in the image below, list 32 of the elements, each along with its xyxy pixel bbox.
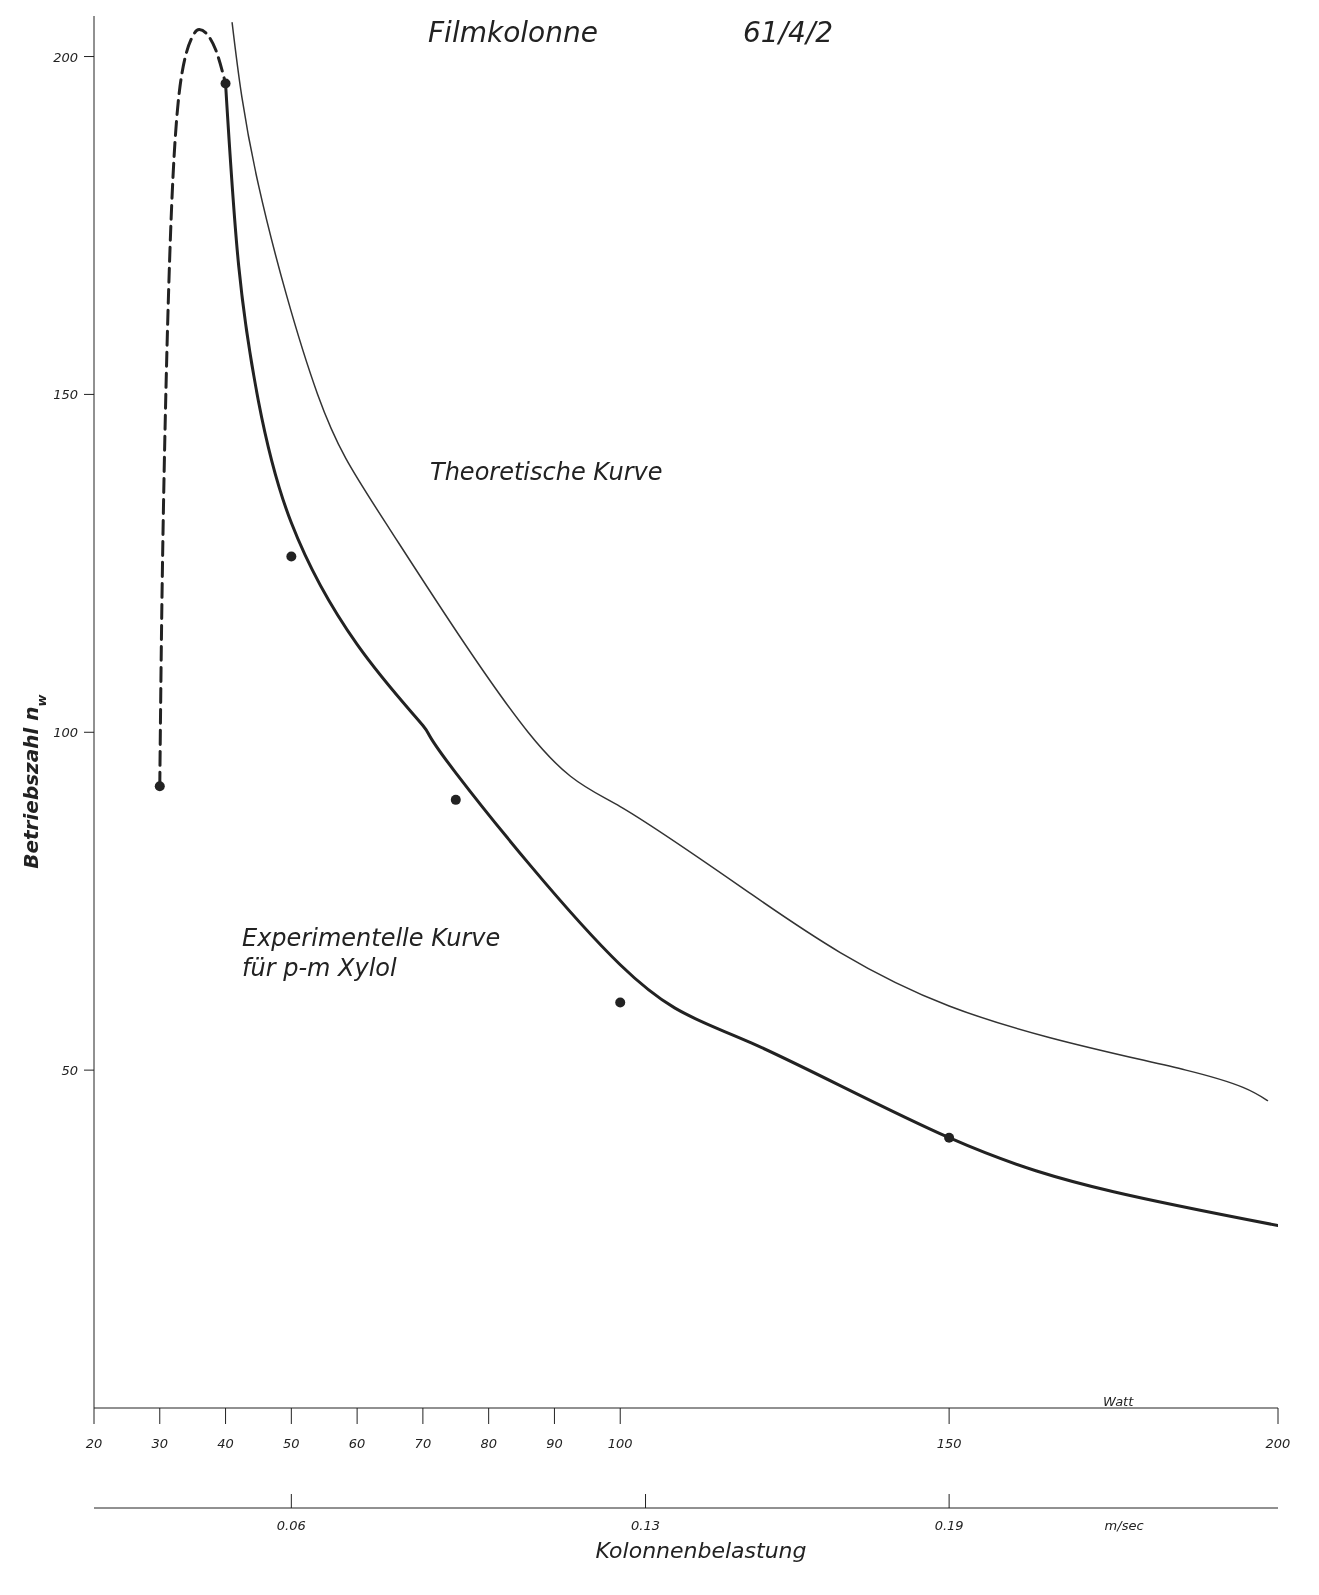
- x-tick-label: 200: [1265, 1436, 1291, 1451]
- point: [615, 997, 626, 1008]
- y-tick-label: 50: [61, 1063, 78, 1079]
- point: [286, 551, 297, 562]
- chart-subtitle: 61/4/2: [743, 16, 834, 49]
- annotation: Watt: [1103, 1394, 1135, 1409]
- x-tick-label: 40: [217, 1436, 234, 1451]
- x-tick-label: 50: [283, 1436, 300, 1451]
- point: [220, 78, 231, 89]
- point: [450, 794, 461, 805]
- x-tick-label: 80: [480, 1436, 497, 1451]
- x2-tick-label: 0.06: [276, 1518, 306, 1533]
- point: [154, 781, 165, 792]
- y-tick-label: 200: [53, 49, 78, 65]
- x-tick-label: 100: [607, 1436, 633, 1451]
- y-tick-label: 150: [53, 387, 78, 403]
- x-tick-label: 150: [936, 1436, 962, 1451]
- x-tick-label: 20: [85, 1436, 103, 1451]
- x-tick-label: 70: [414, 1436, 432, 1451]
- x-tick-label: 60: [348, 1436, 366, 1451]
- line-series: [231, 22, 1269, 1102]
- annotation: Theoretische Kurve: [430, 458, 663, 486]
- x2-tick-label: 0.13: [631, 1518, 660, 1533]
- x-tick-label: 30: [151, 1436, 169, 1451]
- x-axis-title: Kolonnenbelastung: [594, 1538, 808, 1563]
- x-tick-label: 90: [546, 1436, 563, 1451]
- chart-title: Filmkolonne: [428, 16, 598, 49]
- point: [944, 1132, 955, 1143]
- annotation: Experimentelle Kurve für p-m Xylol: [242, 924, 501, 982]
- x2-tick-label: 0.19: [934, 1518, 964, 1533]
- y-tick-label: 100: [53, 725, 78, 741]
- x2-axis-title: m/sec: [1104, 1518, 1144, 1533]
